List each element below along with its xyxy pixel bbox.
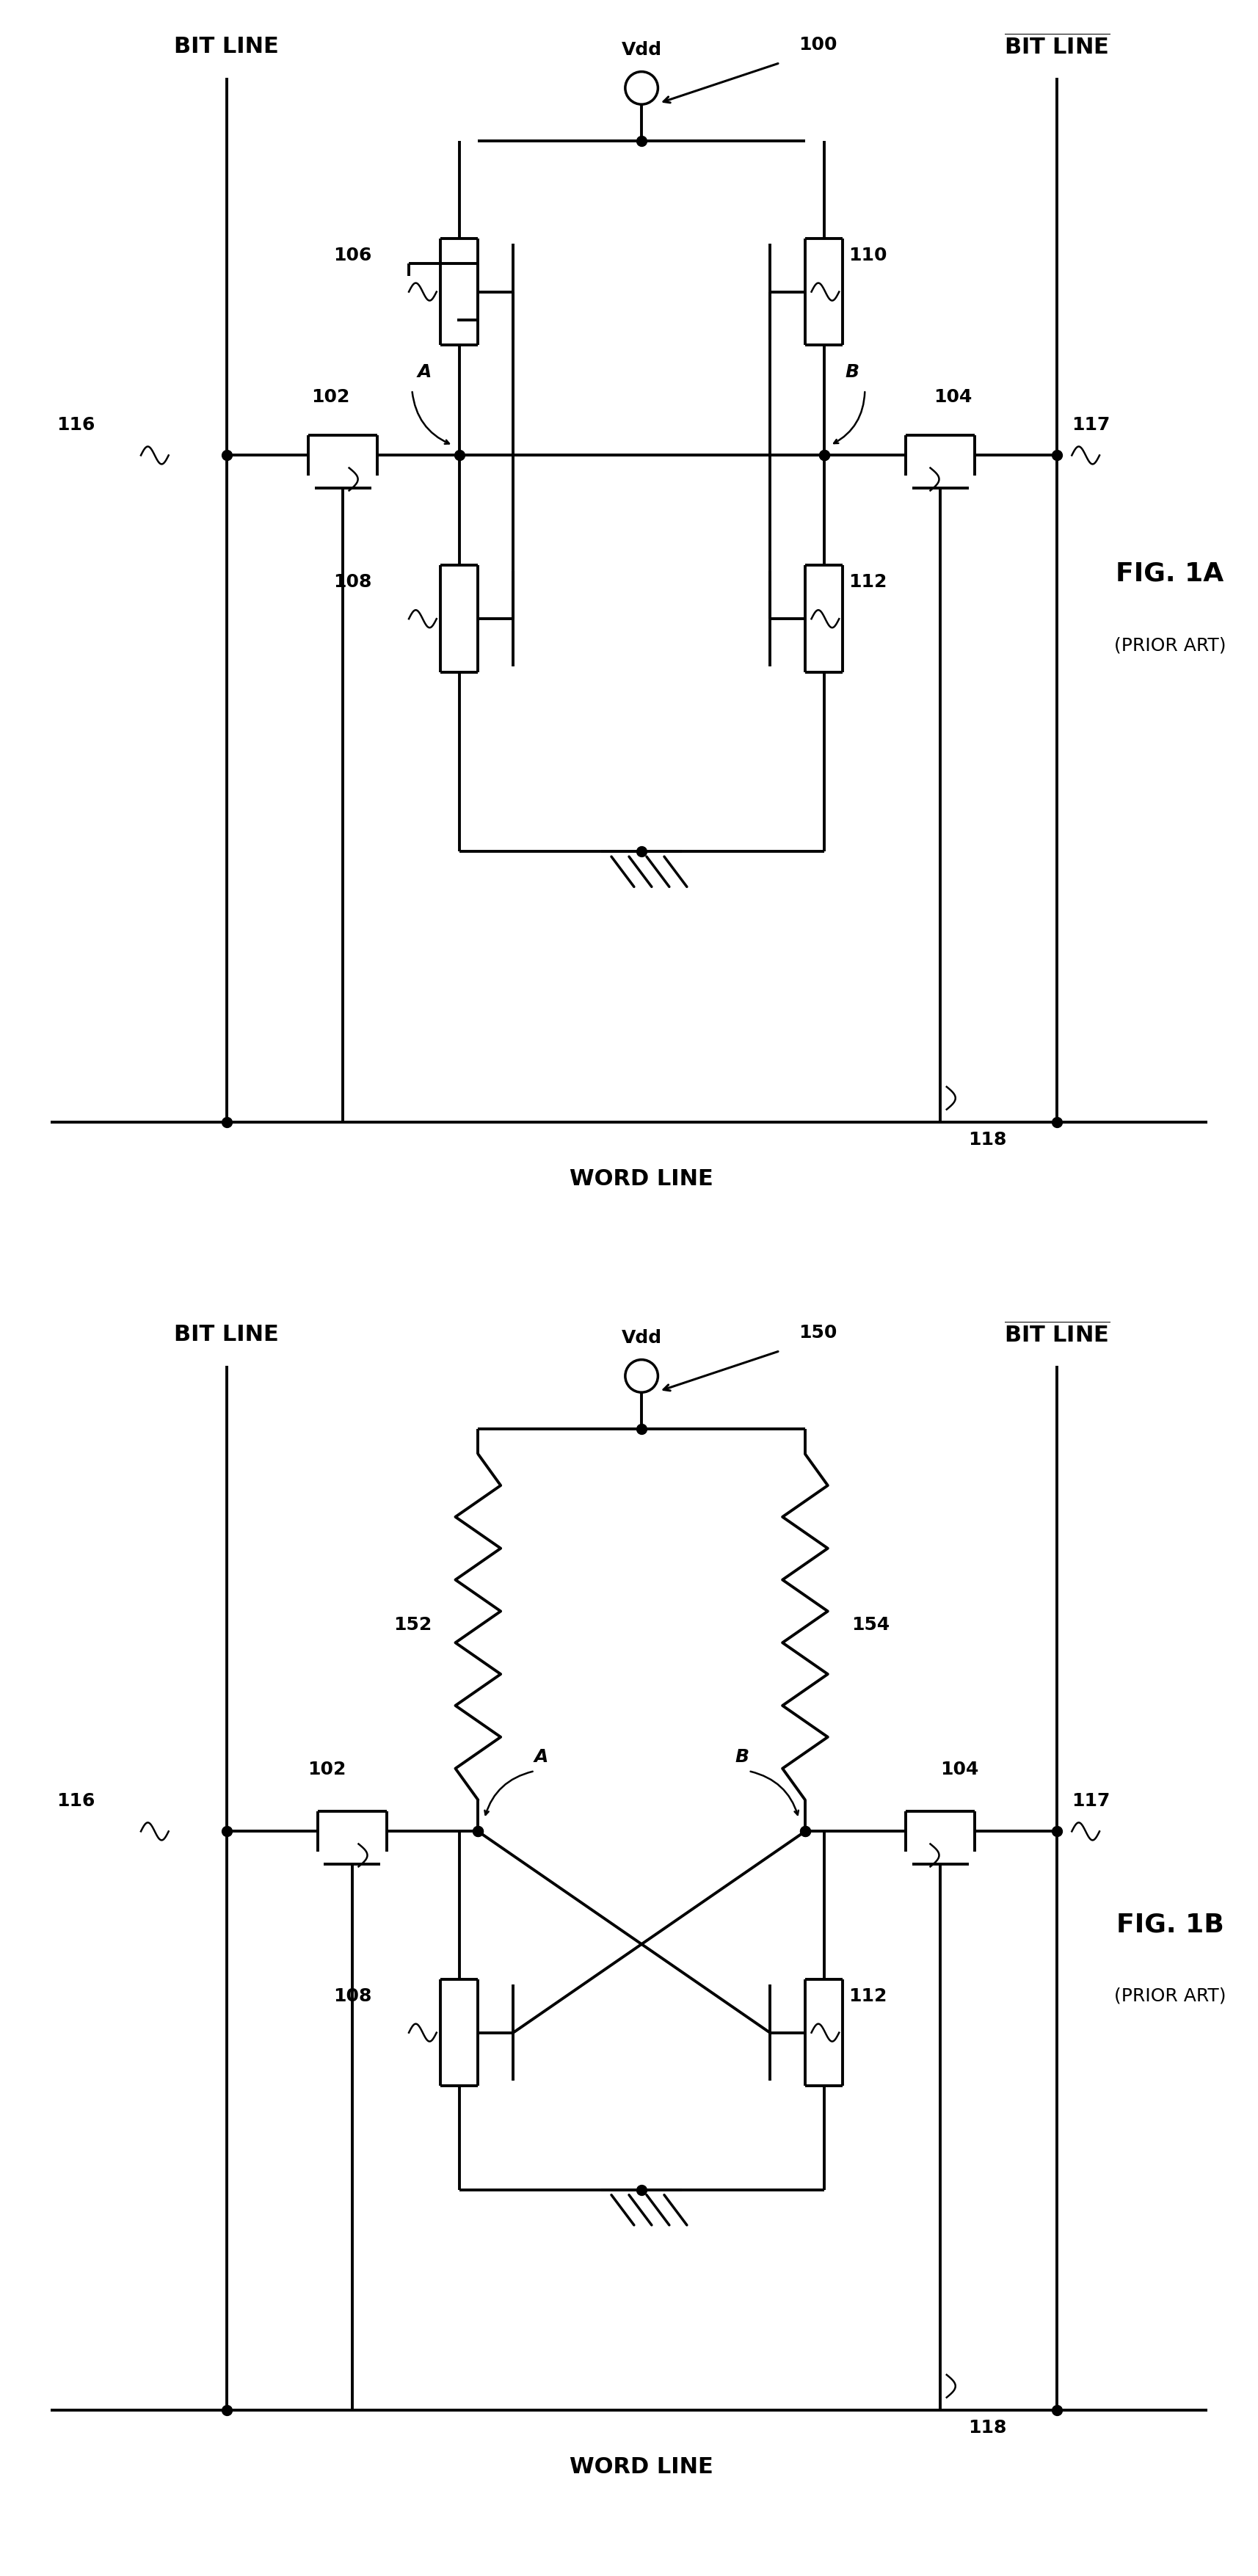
Point <box>814 435 834 477</box>
Text: $\overline{\mathbf{BIT\ LINE}}$: $\overline{\mathbf{BIT\ LINE}}$ <box>1004 1321 1110 1347</box>
Text: 118: 118 <box>969 1131 1006 1149</box>
Text: 102: 102 <box>308 1762 346 1777</box>
Text: 110: 110 <box>849 247 887 263</box>
Text: 116: 116 <box>57 417 96 433</box>
Text: B: B <box>845 363 859 381</box>
Text: 102: 102 <box>311 389 350 407</box>
Point <box>468 1811 488 1852</box>
Text: 104: 104 <box>940 1762 979 1777</box>
Point <box>468 1811 488 1852</box>
Text: 100: 100 <box>799 36 837 54</box>
Point <box>814 435 834 477</box>
Text: BIT LINE: BIT LINE <box>174 1324 279 1345</box>
Text: 118: 118 <box>969 2419 1006 2437</box>
Text: 152: 152 <box>394 1615 431 1633</box>
Point <box>1047 435 1067 477</box>
Text: (PRIOR ART): (PRIOR ART) <box>1115 1986 1225 2004</box>
Point <box>632 2169 652 2210</box>
Text: WORD LINE: WORD LINE <box>570 1167 713 1190</box>
Text: Vdd: Vdd <box>621 41 662 59</box>
Text: 108: 108 <box>333 1986 371 2004</box>
Text: FIG. 1B: FIG. 1B <box>1116 1911 1224 1937</box>
Text: 150: 150 <box>799 1324 837 1342</box>
Text: B: B <box>735 1749 750 1767</box>
Text: 117: 117 <box>1072 417 1111 433</box>
Text: 108: 108 <box>333 574 371 590</box>
Text: 112: 112 <box>849 1986 887 2004</box>
Text: 154: 154 <box>852 1615 889 1633</box>
Point <box>449 435 469 477</box>
Text: Vdd: Vdd <box>621 1329 662 1347</box>
Point <box>216 435 237 477</box>
Text: BIT LINE: BIT LINE <box>174 36 279 57</box>
Text: 117: 117 <box>1072 1793 1111 1811</box>
Point <box>1047 2391 1067 2432</box>
Text: A: A <box>418 363 431 381</box>
Text: 106: 106 <box>333 247 371 263</box>
Point <box>632 121 652 162</box>
Text: 112: 112 <box>849 574 887 590</box>
Text: FIG. 1A: FIG. 1A <box>1116 562 1224 587</box>
Point <box>632 832 652 873</box>
Point <box>1047 1103 1067 1144</box>
Text: 116: 116 <box>57 1793 96 1811</box>
Point <box>795 1811 815 1852</box>
Point <box>632 1409 652 1450</box>
Text: (PRIOR ART): (PRIOR ART) <box>1115 636 1225 654</box>
Point <box>216 1103 237 1144</box>
Point <box>216 1811 237 1852</box>
Text: WORD LINE: WORD LINE <box>570 2455 713 2478</box>
Point <box>216 2391 237 2432</box>
Text: 104: 104 <box>933 389 972 407</box>
Text: A: A <box>533 1749 548 1767</box>
Point <box>795 1811 815 1852</box>
Point <box>1047 1811 1067 1852</box>
Text: $\overline{\mathbf{BIT\ LINE}}$: $\overline{\mathbf{BIT\ LINE}}$ <box>1004 33 1110 59</box>
